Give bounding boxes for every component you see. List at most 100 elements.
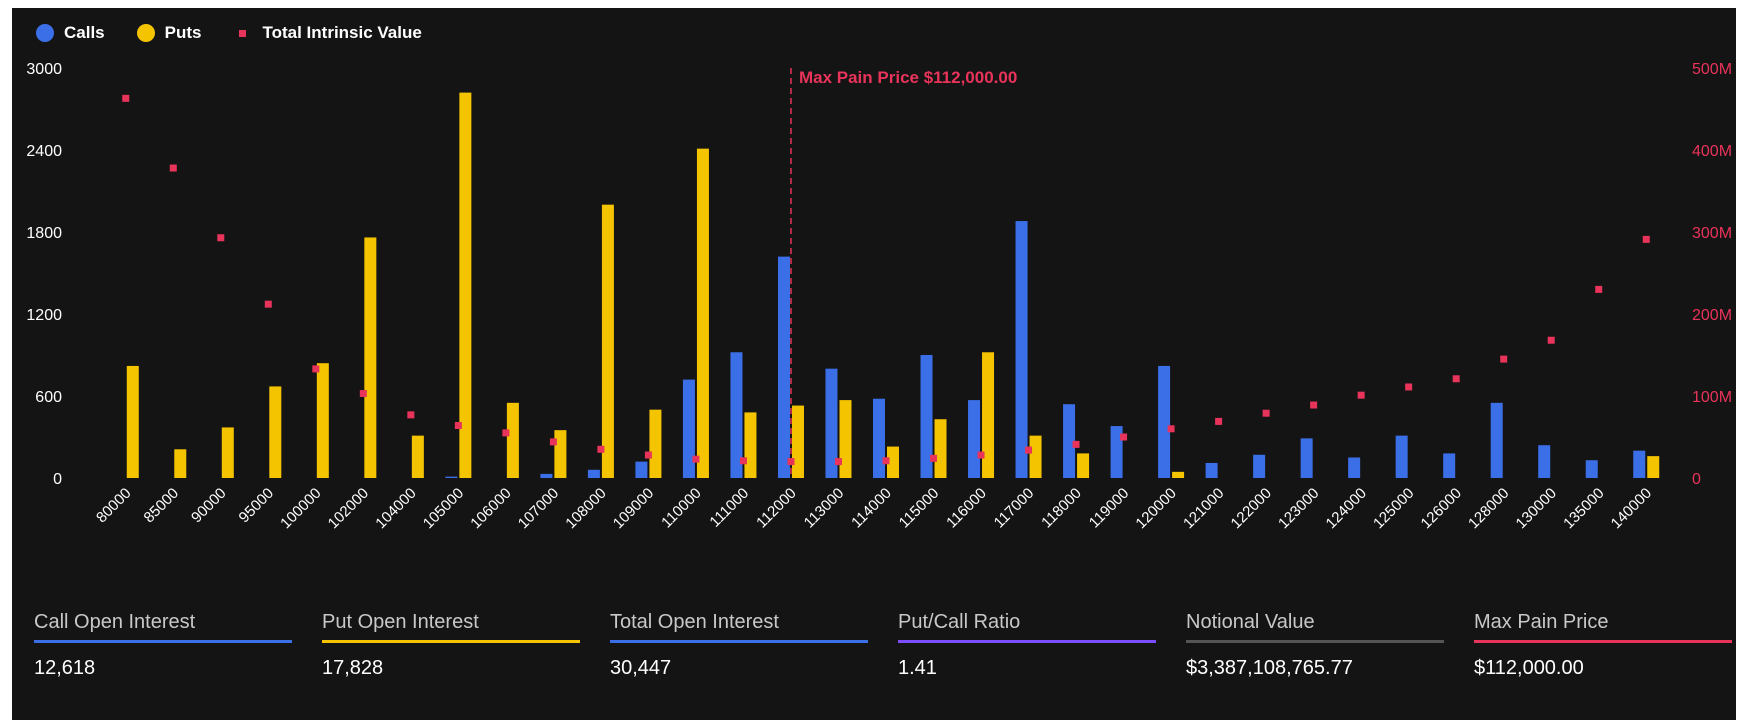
stat-underline — [898, 640, 1156, 643]
calls-bar — [635, 461, 648, 478]
puts-bar — [1647, 456, 1660, 478]
x-axis-tick-label: 80000 — [93, 485, 135, 527]
right-axis-tick-label: 300M — [1692, 225, 1732, 242]
calls-bar — [1063, 404, 1076, 478]
x-axis-tick-label: 119000 — [1086, 485, 1133, 532]
intrinsic-value-point — [644, 451, 652, 459]
puts-bar — [126, 365, 139, 478]
stat-value: 30,447 — [610, 657, 672, 679]
intrinsic-value-point — [217, 234, 225, 242]
intrinsic-value-point — [312, 365, 320, 373]
puts-bar — [554, 430, 567, 478]
stat-label: Total Open Interest — [610, 611, 779, 633]
stat-value: 17,828 — [322, 657, 384, 679]
intrinsic-value-point — [882, 457, 890, 465]
legend-item-calls[interactable]: Calls — [36, 23, 105, 43]
x-axis-tick-label: 122000 — [1228, 485, 1275, 532]
puts-bar — [221, 427, 234, 478]
x-axis-tick-label: 135000 — [1560, 485, 1607, 532]
legend: Calls Puts Total Intrinsic Value — [36, 18, 422, 48]
x-axis-tick-label: 105000 — [420, 485, 467, 532]
calls-bar — [445, 476, 458, 478]
x-axis-tick-label: 117000 — [991, 485, 1038, 532]
x-axis-tick-label: 85000 — [141, 485, 183, 527]
stat-underline — [322, 640, 580, 643]
x-axis-tick-label: 116000 — [943, 485, 990, 532]
x-axis-tick-label: 115000 — [896, 485, 943, 532]
x-axis-tick-label: 123000 — [1275, 485, 1322, 532]
intrinsic-value-point — [122, 94, 130, 102]
intrinsic-value-point — [1310, 401, 1318, 409]
puts-bar — [601, 204, 614, 478]
right-axis-tick-label: 200M — [1692, 307, 1732, 324]
legend-label-intrinsic: Total Intrinsic Value — [262, 23, 422, 42]
puts-bar — [364, 237, 377, 478]
stat-underline — [1474, 640, 1732, 643]
puts-bar — [411, 435, 424, 478]
x-axis-tick-label: 108000 — [562, 485, 609, 532]
puts-bar — [887, 446, 899, 478]
x-axis-tick-label: 114000 — [848, 485, 895, 532]
right-axis-tick-label: 100M — [1692, 389, 1732, 406]
x-axis-tick-label: 102000 — [325, 485, 372, 532]
legend-item-puts[interactable]: Puts — [136, 23, 202, 43]
calls-circle-icon — [36, 24, 54, 42]
intrinsic-value-point — [1120, 433, 1128, 441]
intrinsic-value-point — [1642, 235, 1650, 243]
legend-label-puts: Puts — [164, 23, 202, 42]
puts-bar — [1029, 435, 1042, 478]
intrinsic-value-point — [169, 164, 177, 172]
calls-bar — [1633, 450, 1646, 478]
intrinsic-value-point — [1025, 446, 1033, 454]
x-axis-tick-label: 140000 — [1608, 485, 1655, 532]
intrinsic-value-point — [739, 457, 747, 465]
chart-panel: Calls Puts Total Intrinsic Value 0 600 120… — [12, 8, 1736, 720]
left-axis-tick-label: 600 — [35, 389, 62, 406]
calls-bar — [1538, 445, 1551, 478]
calls-bar — [968, 400, 981, 478]
intrinsic-value-point — [834, 458, 842, 466]
intrinsic-value-point — [1405, 383, 1413, 391]
calls-bar — [1395, 435, 1408, 478]
calls-bar — [587, 469, 600, 478]
calls-bar — [825, 368, 838, 478]
calls-bar — [540, 473, 553, 478]
x-axis-tick-label: 111000 — [706, 485, 752, 531]
x-axis-tick-label: 110000 — [658, 485, 705, 532]
x-axis-tick-label: 104000 — [372, 485, 419, 532]
stat-label: Put/Call Ratio — [898, 611, 1021, 633]
intrinsic-value-point — [1262, 409, 1270, 417]
left-axis-tick-label: 1800 — [26, 225, 62, 242]
intrinsic-value-point — [1547, 336, 1555, 344]
x-axis-tick-label: 112000 — [753, 485, 800, 532]
intrinsic-value-point — [1500, 355, 1508, 363]
x-axis-tick-label: 118000 — [1038, 485, 1085, 532]
calls-bar — [1205, 462, 1218, 478]
puts-bar — [269, 386, 282, 478]
x-axis-tick-label: 100000 — [277, 485, 324, 532]
left-axis-tick-label: 3000 — [26, 61, 62, 78]
puts-bar — [174, 449, 187, 478]
x-axis-tick-label: 113000 — [801, 485, 848, 532]
intrinsic-value-point — [1072, 440, 1080, 448]
puts-bar — [459, 92, 472, 478]
intrinsic-value-point — [1595, 285, 1603, 293]
intrinsic-value-point — [359, 390, 367, 398]
intrinsic-value-point — [502, 429, 510, 437]
puts-bar — [1077, 453, 1090, 478]
stat-put-call-ratio: Put/Call Ratio 1.41 — [898, 608, 1156, 680]
calls-bar — [1490, 402, 1503, 478]
x-axis-tick-label: 125000 — [1370, 485, 1417, 532]
intrinsic-value-point — [407, 411, 415, 419]
calls-bar — [1300, 438, 1313, 478]
left-axis-tick-label: 0 — [53, 471, 62, 488]
stat-max-pain-price: Max Pain Price $112,000.00 — [1474, 608, 1732, 680]
legend-item-intrinsic[interactable]: Total Intrinsic Value — [233, 23, 422, 43]
intrinsic-value-point — [692, 455, 700, 463]
puts-bar — [696, 148, 709, 478]
calls-bar — [1253, 454, 1266, 478]
calls-bar — [1348, 457, 1361, 478]
calls-bar — [920, 355, 933, 478]
legend-label-calls: Calls — [64, 23, 105, 42]
x-axis-tick-label: 130000 — [1513, 485, 1560, 532]
